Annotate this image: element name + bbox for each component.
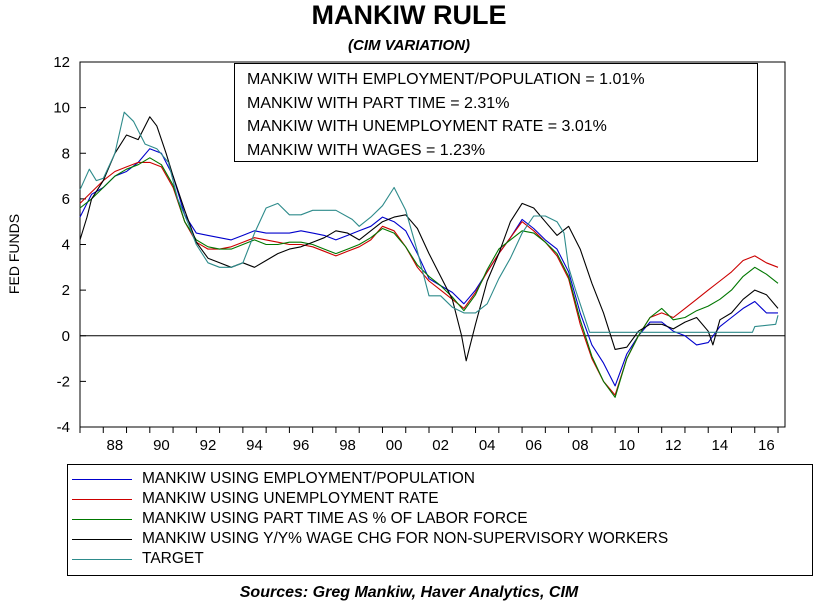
y-tick-label: 6 xyxy=(62,191,70,208)
x-axis: 88 90 92 94 96 98 00 02 04 06 08 10 12 14 16 xyxy=(79,427,779,454)
x-tick-label: 04 xyxy=(479,437,496,454)
y-tick-label: -2 xyxy=(57,373,70,390)
annotation-line: MANKIW WITH PART TIME = 2.31% xyxy=(247,94,510,112)
x-tick-label: 16 xyxy=(758,437,775,454)
annotation-line: MANKIW WITH EMPLOYMENT/POPULATION = 1.01… xyxy=(247,71,645,88)
series-line xyxy=(79,111,779,333)
legend-item: MANKIW USING Y/Y% WAGE CHG FOR NON-SUPER… xyxy=(72,529,668,549)
x-tick-label: 06 xyxy=(525,437,542,454)
chart-title: MANKIW RULE xyxy=(311,0,507,30)
legend-swatch xyxy=(72,478,132,480)
x-tick-label: 94 xyxy=(246,437,263,454)
x-tick-label: 08 xyxy=(572,437,589,454)
legend-swatch xyxy=(72,518,132,520)
legend-item: MANKIW USING PART TIME AS % OF LABOR FOR… xyxy=(72,509,528,529)
y-tick-label: 8 xyxy=(62,145,70,162)
legend-item: MANKIW USING UNEMPLOYMENT RATE xyxy=(72,489,439,509)
legend-label: MANKIW USING PART TIME AS % OF LABOR FOR… xyxy=(142,510,528,527)
legend-label: MANKIW USING Y/Y% WAGE CHG FOR NON-SUPER… xyxy=(142,530,669,547)
series-line xyxy=(79,157,779,398)
y-tick-label: 2 xyxy=(62,282,70,299)
annotation-box: MANKIW WITH EMPLOYMENT/POPULATION = 1.01… xyxy=(234,63,758,162)
legend: MANKIW USING EMPLOYMENT/POPULATION MANKI… xyxy=(67,464,813,576)
x-tick-label: 12 xyxy=(665,437,682,454)
legend-label: MANKIW USING EMPLOYMENT/POPULATION xyxy=(142,470,476,487)
y-axis: -4 -2 0 2 4 6 8 10 12 xyxy=(53,54,86,436)
annotation-line: MANKIW WITH WAGES = 1.23% xyxy=(247,141,486,159)
x-tick-label: 02 xyxy=(432,437,449,454)
legend-label: MANKIW USING UNEMPLOYMENT RATE xyxy=(142,490,439,507)
legend-swatch xyxy=(72,498,132,500)
legend-swatch xyxy=(72,538,132,540)
series-line xyxy=(79,116,779,362)
legend-item: TARGET xyxy=(72,549,204,569)
y-tick-label: 0 xyxy=(62,328,70,345)
x-tick-label: 98 xyxy=(339,437,356,454)
y-tick-label: -4 xyxy=(57,419,70,436)
legend-swatch xyxy=(72,558,132,560)
x-tick-label: 92 xyxy=(200,437,217,454)
legend-label: TARGET xyxy=(142,550,204,567)
annotation-line: MANKIW WITH UNEMPLOYMENT RATE = 3.01% xyxy=(247,118,607,135)
x-tick-label: 88 xyxy=(107,437,124,454)
y-tick-label: 12 xyxy=(53,54,70,71)
chart-subtitle: (CIM VARIATION) xyxy=(348,37,470,54)
x-tick-label: 90 xyxy=(153,437,170,454)
y-tick-label: 4 xyxy=(62,237,70,254)
series-line xyxy=(79,148,778,387)
x-tick-label: 10 xyxy=(618,437,635,454)
x-tick-label: 96 xyxy=(293,437,310,454)
x-tick-label: 00 xyxy=(386,437,403,454)
x-tick-label: 14 xyxy=(712,437,729,454)
series-group xyxy=(79,111,779,398)
sources-note: Sources: Greg Mankiw, Haver Analytics, C… xyxy=(239,584,579,601)
y-tick-label: 10 xyxy=(53,100,70,117)
legend-item: MANKIW USING EMPLOYMENT/POPULATION xyxy=(72,469,475,489)
